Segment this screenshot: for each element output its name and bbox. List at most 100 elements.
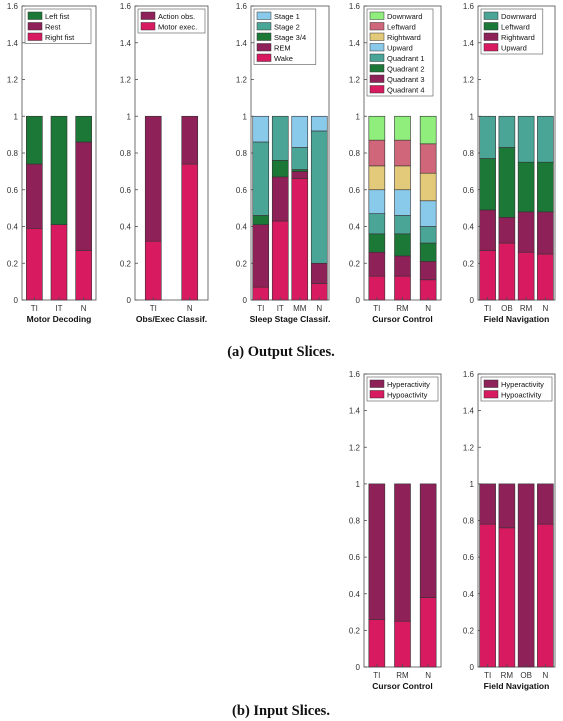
bar-segment-rm-upward [517,251,535,301]
y-tick-label: 1.2 [7,76,19,85]
bar-segment-ti-quadrant-2 [368,233,386,253]
bar-segment-n-rightward [419,172,437,202]
bar-segment-ob-leftward [498,147,516,218]
legend-swatch-rem [256,43,272,52]
bar-segment-ob-upward [498,242,516,301]
legend-label-hyperactivity: Hyperactivity [387,380,430,389]
legend-label-stage-2: Stage 2 [274,22,300,31]
bar-segment-n-hyperactivity [537,483,554,525]
legend-label-hypoactivity: Hypoactivity [501,390,542,399]
y-tick-label: 1 [243,112,248,121]
y-tick-label: 1.4 [349,39,361,48]
bar-segment-mm-stage-1 [291,115,309,148]
bar-segment-ti-downward [479,115,496,159]
x-tick-label: TI [257,304,264,313]
y-tick-label: 1.2 [349,443,361,452]
legend-swatch-quadrant-4 [369,85,385,94]
legend-swatch-hyperactivity [483,379,499,388]
bar-segment-ti-motor-exec [144,240,162,301]
legend-label-wake: Wake [274,54,293,63]
y-tick-label: 0.4 [7,223,19,232]
bar-segment-rm-hypoactivity [498,527,516,668]
x-tick-label: N [425,304,431,313]
caption-input-slices: (b) Input Slices. [232,703,330,719]
legend-label-upward: Upward [387,43,413,52]
bar-segment-rm-rightward [394,165,411,191]
y-tick-label: 1 [14,112,19,121]
y-tick-label: 0.6 [120,186,132,195]
y-tick-label: 0 [243,296,248,305]
x-tick-label: RM [520,304,533,313]
legend-swatch-hypoactivity [369,390,385,399]
x-tick-label: MM [293,304,307,313]
bar-segment-ti-stage-2 [252,141,270,216]
legend-swatch-rest [27,22,43,31]
y-tick-label: 0.8 [349,149,361,158]
y-tick-label: 0.6 [349,553,361,562]
y-tick-label: 0.4 [236,223,248,232]
legend-swatch-leftward [369,22,385,31]
x-tick-label: N [425,671,431,680]
legend-swatch-hypoactivity [483,390,499,399]
y-tick-label: 1.6 [7,2,19,11]
y-tick-label: 1.6 [463,2,475,11]
bar-segment-n-rem [310,262,328,284]
bar-segment-ti-upward [479,250,496,301]
legend-label-leftward: Leftward [501,22,530,31]
bar-segment-n-downward [537,115,554,163]
bar-segment-rm-downward [517,115,535,163]
y-tick-label: 1 [470,480,475,489]
bar-segment-ob-rightward [498,217,516,244]
bar-segment-rm-hyperactivity [394,483,411,622]
y-tick-label: 1 [356,112,361,121]
x-axis-label: Cursor Control [372,314,432,324]
bar-segment-rm-quadrant-2 [394,233,411,257]
legend-swatch-stage-1 [256,11,272,20]
bar-segment-ti-right-fist [26,228,43,301]
bar-segment-n-motor-exec [181,163,199,301]
legend-swatch-left-fist [27,11,43,20]
legend-label-leftward: Leftward [387,22,416,31]
bar-segment-it-rem [271,176,289,222]
legend-label-quadrant-2: Quadrant 2 [387,64,425,73]
legend-swatch-upward [483,43,499,52]
bar-segment-n-quadrant-1 [419,226,437,244]
x-tick-label: RM [396,671,409,680]
y-tick-label: 0.4 [463,223,475,232]
bar-segment-n-leftward [537,161,554,213]
y-tick-label: 0 [470,296,475,305]
y-tick-label: 1.2 [236,76,248,85]
x-tick-label: N [316,304,322,313]
y-tick-label: 1.4 [349,407,361,416]
bar-segment-ti-hypoactivity [479,523,496,668]
bar-segment-rm-quadrant-4 [394,275,411,301]
legend-swatch-quadrant-3 [369,74,385,83]
y-tick-label: 0.8 [236,149,248,158]
bar-segment-ti-hypoactivity [368,619,386,668]
legend-label-hyperactivity: Hyperactivity [501,380,544,389]
bar-segment-n-action-obs [181,115,199,165]
y-tick-label: 0.8 [7,149,19,158]
x-tick-label: N [542,304,548,313]
x-axis-label: Cursor Control [372,681,432,691]
bar-segment-mm-rem [291,171,309,180]
bar-segment-ti-leftward [479,158,496,211]
x-axis-label: Motor Decoding [27,314,92,324]
y-tick-label: 0.8 [120,149,132,158]
y-tick-label: 1 [127,112,132,121]
bar-segment-ti-stage-3-4 [252,215,270,225]
caption-output-slices: (a) Output Slices. [227,344,335,360]
bar-segment-n-leftward [419,143,437,174]
bar-segment-it-right-fist [50,224,68,301]
legend-label-action-obs: Action obs. [158,12,195,21]
bar-segment-n-quadrant-3 [419,261,437,281]
legend-swatch-quadrant-1 [369,53,385,62]
x-axis-label: Obs/Exec Classif. [136,314,207,324]
bar-segment-ti-quadrant-4 [368,275,386,301]
x-tick-label: OB [501,304,513,313]
